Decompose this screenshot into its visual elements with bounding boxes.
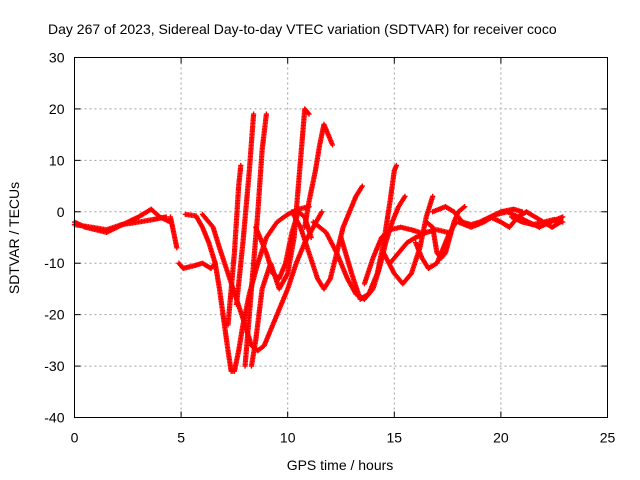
data-point xyxy=(319,209,325,215)
y-tick-label: -20 xyxy=(44,307,64,323)
data-point xyxy=(305,110,311,116)
y-tick-label: 30 xyxy=(49,50,65,66)
axis-ticks: 0 5 10 15 20 25 -40 -30 -20 -10 0 10 20 30 xyxy=(44,50,615,446)
x-tick-label: 20 xyxy=(493,430,509,446)
data-point xyxy=(462,204,468,210)
series-trace-i xyxy=(242,111,269,369)
data-point xyxy=(402,193,408,199)
x-axis-label: GPS time / hours xyxy=(287,457,394,473)
data-point xyxy=(250,111,257,117)
data-point xyxy=(393,162,400,169)
plot-frame xyxy=(74,57,608,418)
data-point xyxy=(359,183,365,189)
series-trace-h xyxy=(233,111,257,307)
x-tick-label: 0 xyxy=(71,430,79,446)
x-tick-label: 10 xyxy=(280,430,296,446)
series-trace-p xyxy=(361,224,423,287)
data-point xyxy=(329,142,336,148)
data-point xyxy=(306,111,312,117)
x-tick-label: 25 xyxy=(600,430,616,446)
data-point xyxy=(560,219,566,225)
chart-title: Day 267 of 2023, Sidereal Day-to-day VTE… xyxy=(48,21,557,37)
data-point xyxy=(238,162,244,169)
data-point xyxy=(263,111,269,117)
data-point xyxy=(308,234,314,241)
data-point xyxy=(430,193,436,199)
x-tick-label: 15 xyxy=(387,430,403,446)
series-trace-t xyxy=(423,204,468,261)
series-trace-g xyxy=(225,162,244,328)
y-tick-label: 20 xyxy=(49,101,65,117)
x-tick-label: 5 xyxy=(177,430,185,446)
data-marks xyxy=(71,106,566,374)
y-tick-label: -30 xyxy=(44,358,64,374)
series-trace-o xyxy=(338,162,400,302)
y-axis-label: SDTVAR / TECUs xyxy=(6,182,22,294)
data-point xyxy=(560,214,566,220)
series-trace-c xyxy=(167,214,180,251)
y-tick-label: -40 xyxy=(44,410,64,426)
y-tick-label: 0 xyxy=(57,204,65,220)
series-trace-d xyxy=(176,260,218,271)
y-tick-label: -10 xyxy=(44,255,64,271)
data-point xyxy=(174,245,180,251)
y-tick-label: 10 xyxy=(49,152,65,168)
series-trace-m xyxy=(302,121,336,230)
series-trace-b xyxy=(71,214,169,233)
series-trace-x xyxy=(508,214,566,228)
